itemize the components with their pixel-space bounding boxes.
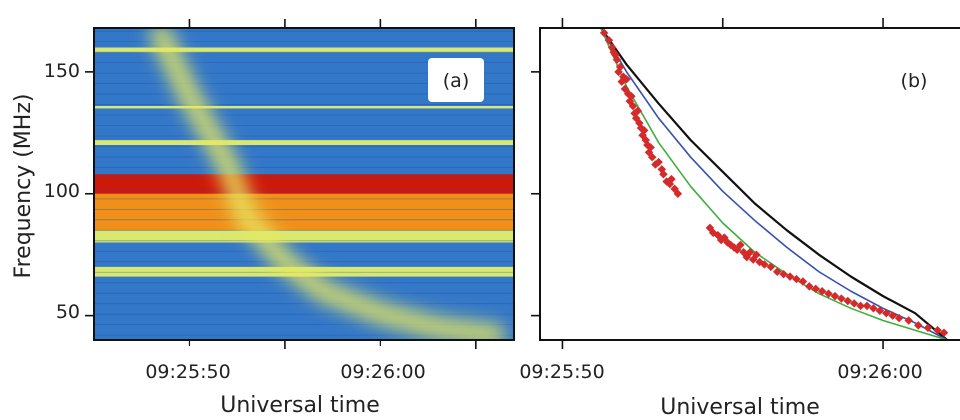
panel-a-xtick-label-1: 09:25:50 (145, 361, 230, 383)
data-point (785, 272, 795, 281)
intensity-band (94, 174, 514, 194)
panel-a-drift-burst (149, 28, 506, 340)
panel-b-xtick-label-2: 09:26:00 (837, 361, 922, 383)
data-point (792, 274, 801, 284)
panel-a-label: (a) (443, 70, 469, 92)
data-point (830, 291, 840, 301)
data-point (862, 301, 872, 311)
intensity-band (94, 230, 514, 243)
panel-b-background (540, 28, 960, 340)
panel-a-ytick-label-150: 150 (44, 60, 80, 82)
fit-curve-2 (600, 28, 948, 340)
panel-a-x-axis-title: Universal time (220, 393, 380, 418)
data-point (811, 284, 820, 294)
data-point (805, 282, 814, 291)
data-point (888, 311, 897, 320)
data-point (939, 328, 949, 337)
intensity-band (94, 193, 514, 231)
panel-a-ticks (85, 19, 477, 349)
panel-b-label: (b) (901, 70, 928, 92)
data-point (849, 299, 859, 308)
panel-b-xtick-label-1: 09:25:50 (519, 361, 604, 383)
intensity-band (94, 47, 514, 53)
data-point (824, 289, 833, 298)
intensity-band (94, 140, 514, 145)
data-point (875, 306, 885, 315)
drift-burst-track (149, 28, 506, 340)
panel-a-spectrogram: (a) 09:25:50 09:26:00 150 100 50 Univers… (44, 19, 515, 418)
data-point (856, 301, 865, 311)
panel-b-drift-fit: (b) 09:25:50 09:26:00 Universal time (519, 18, 960, 420)
panel-a-xtick-label-2: 09:26:00 (340, 361, 425, 383)
panel-a-label-box (428, 58, 484, 102)
panel-a-frame (93, 27, 515, 341)
data-point (837, 294, 846, 303)
data-point (760, 260, 769, 269)
data-point (843, 296, 853, 306)
panel-a-ytick-label-100: 100 (44, 180, 80, 202)
data-point (773, 267, 782, 276)
data-point (894, 313, 904, 323)
fit-curve-1 (600, 28, 948, 340)
panel-a-ytick-label-50: 50 (56, 301, 80, 323)
data-point (766, 262, 776, 272)
data-point (817, 287, 827, 296)
intensity-band (94, 106, 514, 109)
data-point (914, 321, 923, 330)
panel-b-x-axis-title: Universal time (660, 395, 820, 420)
data-point (779, 269, 788, 279)
panel-b-frame (539, 27, 960, 341)
data-point (904, 316, 913, 325)
data-point (923, 323, 933, 333)
data-point (869, 304, 878, 313)
data-point (882, 308, 891, 318)
data-point (933, 326, 942, 335)
panel-b-ticks (531, 18, 884, 349)
y-axis-title: Frequency (MHz) (11, 94, 36, 279)
data-point (798, 277, 808, 286)
